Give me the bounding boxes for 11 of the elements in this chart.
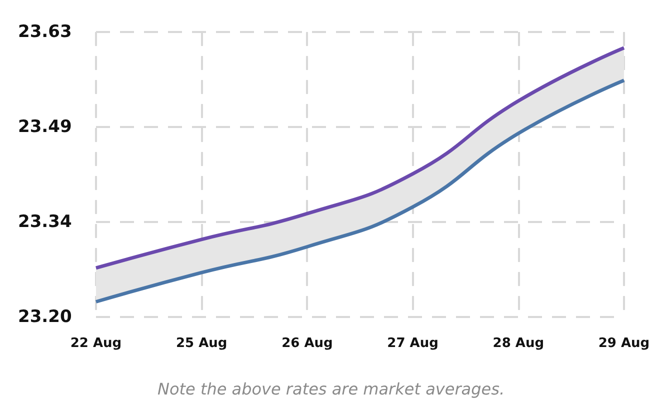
x-tick-label: 27 Aug: [387, 336, 438, 351]
y-tick-label: 23.63: [18, 22, 72, 42]
x-tick-label: 26 Aug: [282, 336, 333, 351]
text: Note the above rates are market averages.: [157, 380, 505, 398]
y-tick-label: 23.34: [18, 212, 72, 232]
x-tick-label: 28 Aug: [492, 336, 544, 351]
x-tick-label: 25 Aug: [176, 336, 228, 351]
y-tick-label: 23.20: [18, 307, 72, 327]
x-tick-label: 29 Aug: [598, 336, 650, 351]
x-tick-label: 22 Aug: [70, 336, 122, 351]
y-tick-label: 23.49: [18, 116, 72, 137]
